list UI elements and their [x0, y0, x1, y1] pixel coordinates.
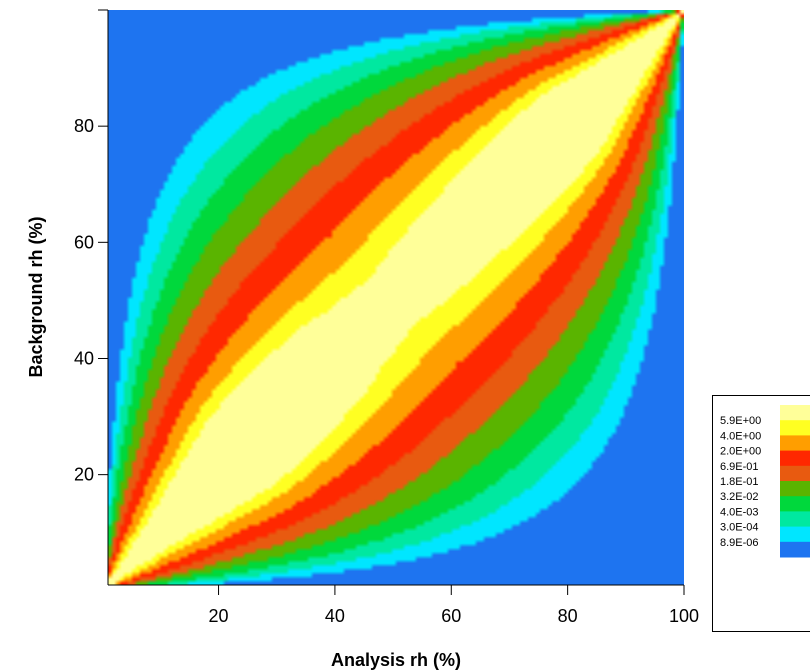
x-tick-label: 20	[209, 606, 229, 626]
legend-label: 5.9E+00	[720, 415, 761, 427]
legend-swatch	[780, 420, 810, 436]
contour-field	[108, 10, 684, 585]
legend-label: 8.9E-06	[720, 537, 759, 549]
x-tick-label: 60	[441, 606, 461, 626]
y-tick-label: 40	[74, 348, 94, 368]
y-tick-label: 80	[74, 116, 94, 136]
x-tick-label: 40	[325, 606, 345, 626]
legend-label: 3.0E-04	[720, 522, 759, 534]
legend-swatch	[780, 496, 810, 512]
legend-swatch	[780, 405, 810, 421]
y-axis-title: Background rh (%)	[26, 216, 46, 377]
y-tick-label: 20	[74, 465, 94, 485]
legend-swatch	[780, 481, 810, 497]
legend-label: 6.9E-01	[720, 461, 759, 473]
y-tick-label: 60	[74, 232, 94, 252]
x-tick-label: 80	[558, 606, 578, 626]
legend-swatch	[780, 465, 810, 482]
legend-label: 4.0E-03	[720, 506, 759, 518]
legend: 5.9E+00 4.0E+00 2.0E+00 6.9E-01 1.8E-01 3.2E-…	[712, 395, 810, 632]
legend-swatch	[780, 511, 810, 528]
contour-bands	[108, 10, 684, 585]
legend-label: 4.0E+00	[720, 430, 761, 442]
legend-label: 3.2E-02	[720, 491, 759, 503]
x-tick-label: 100	[669, 606, 699, 626]
legend-label: 2.0E+00	[720, 446, 761, 458]
legend-swatch	[780, 435, 810, 452]
legend-label: 1.8E-01	[720, 476, 759, 488]
legend-swatch	[780, 541, 810, 558]
x-axis-title: Analysis rh (%)	[331, 650, 461, 670]
axes: 20 40 60 80 100 20 40 60 80	[74, 9, 699, 626]
legend-swatch	[780, 526, 810, 543]
legend-swatch	[780, 450, 810, 467]
